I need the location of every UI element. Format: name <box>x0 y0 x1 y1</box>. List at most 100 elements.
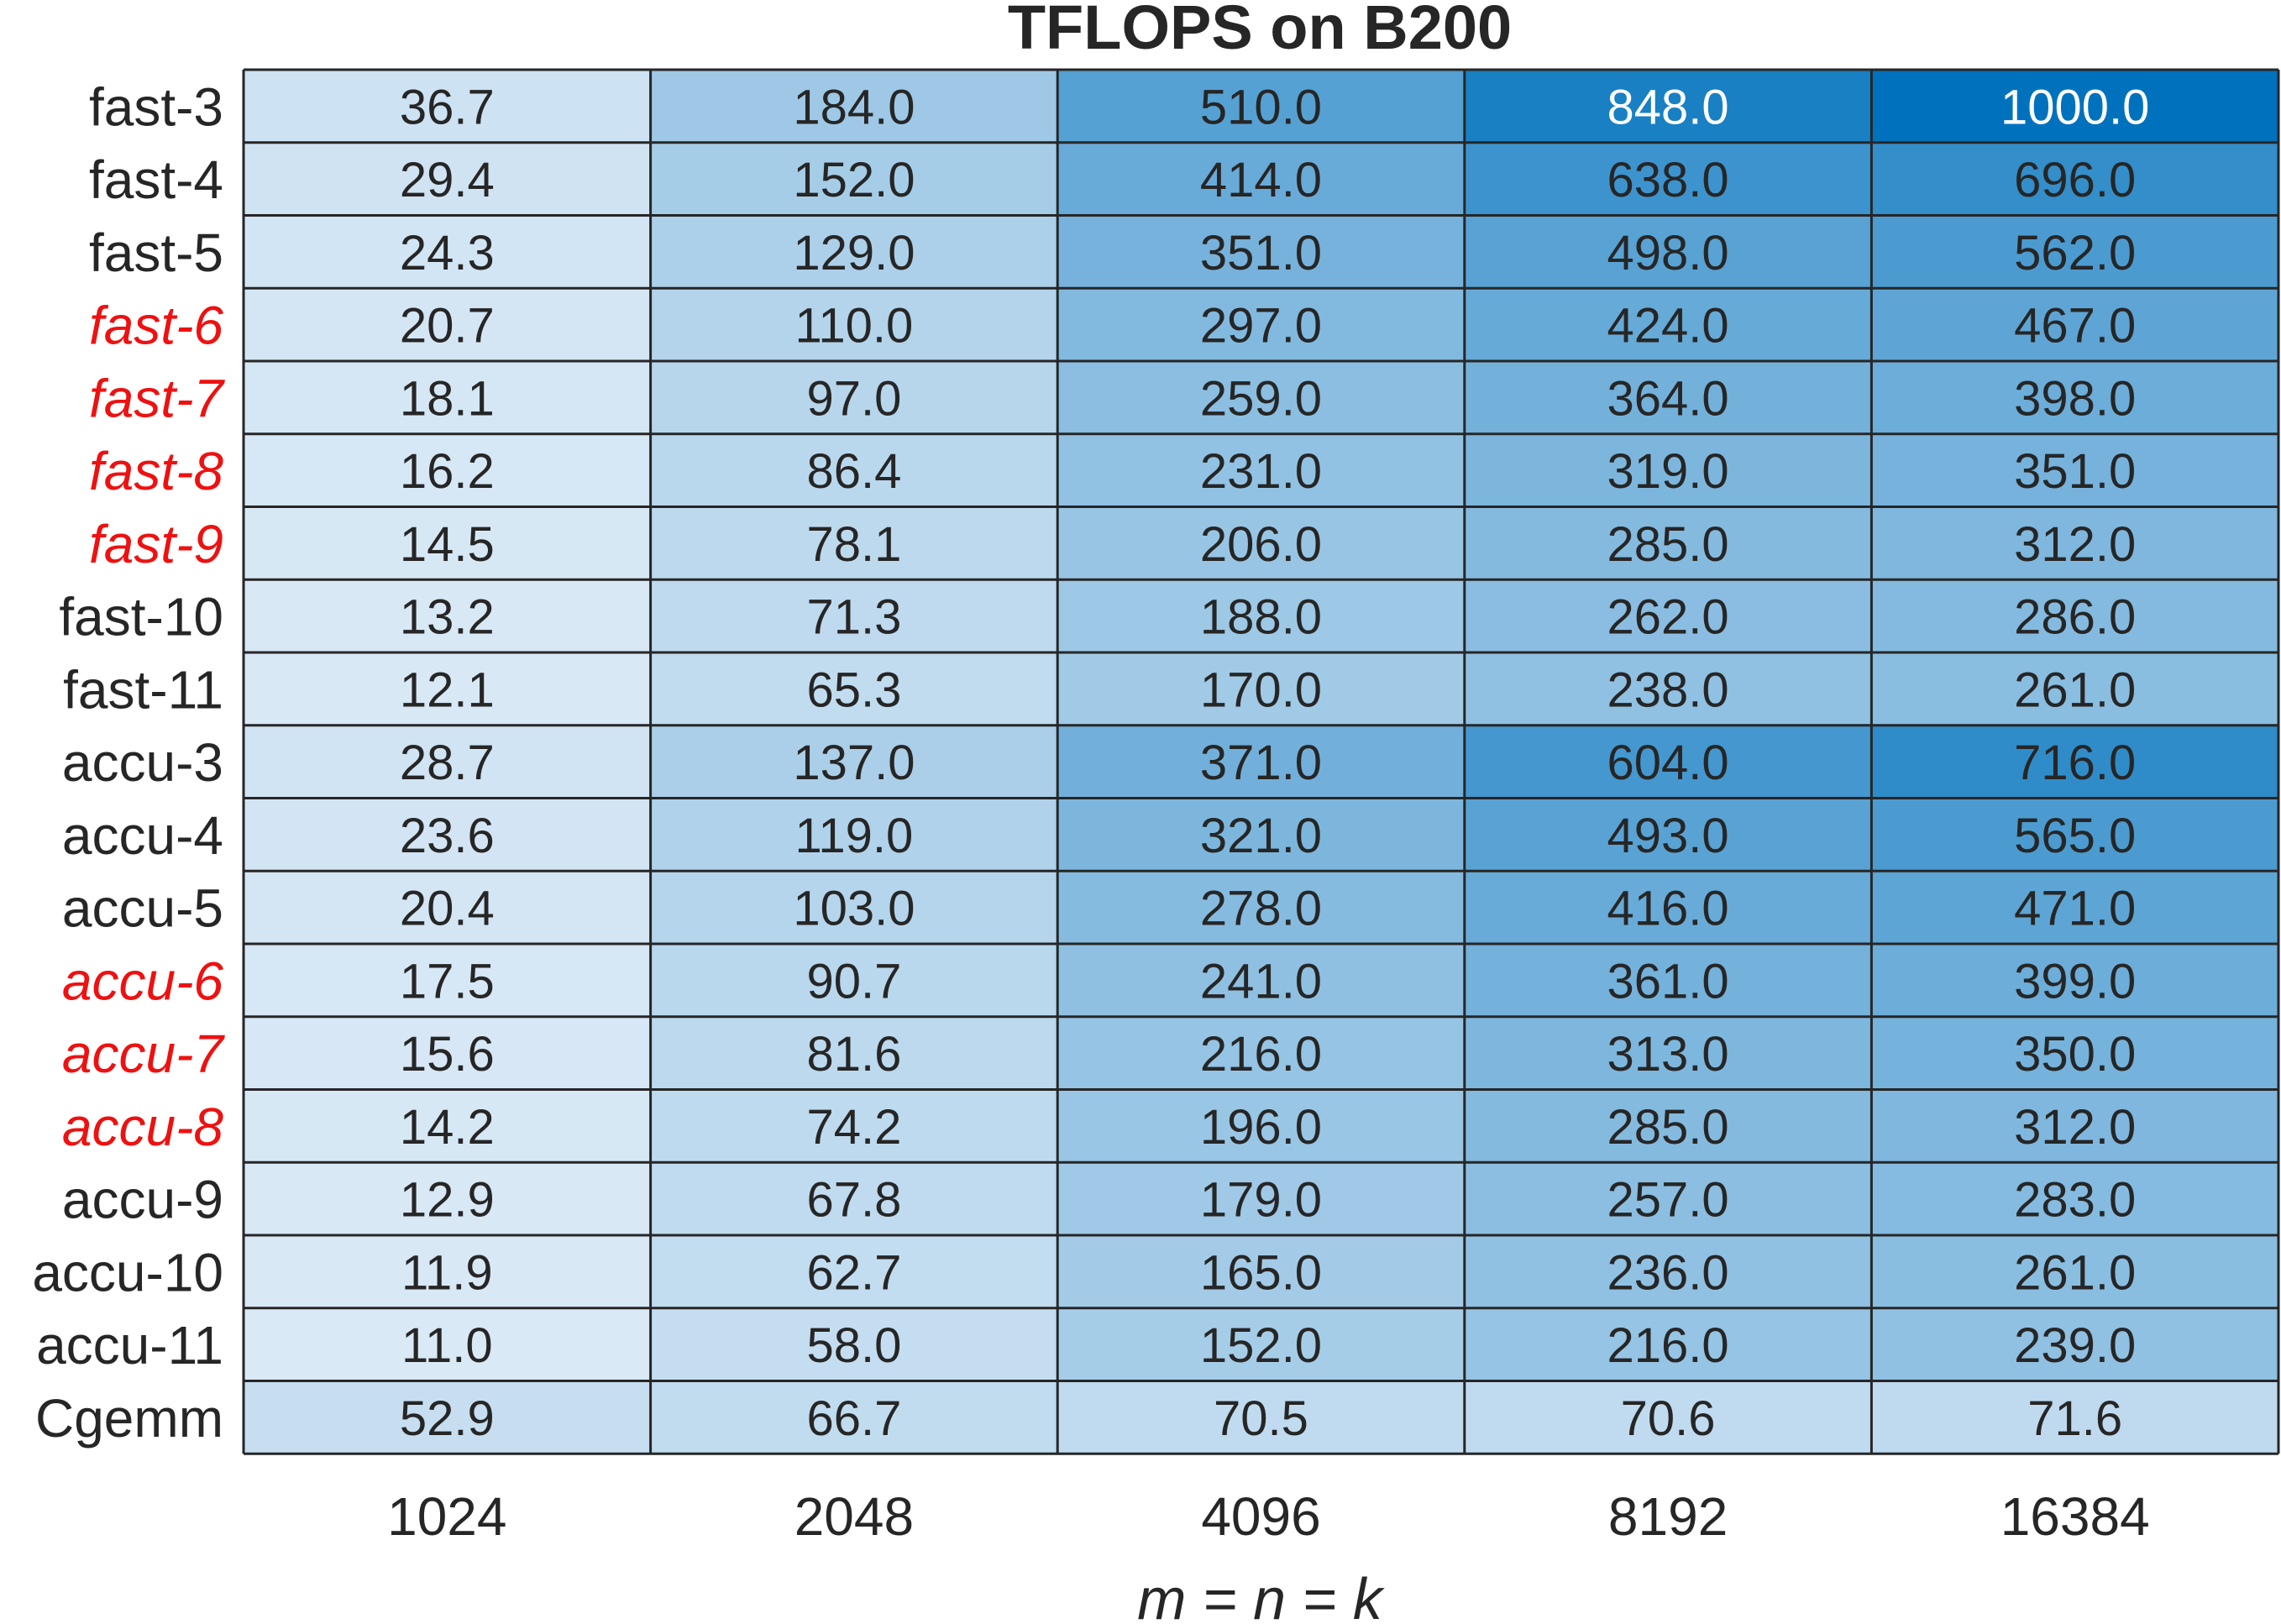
cell-value-label: 16.2 <box>400 444 495 499</box>
cell-value-label: 493.0 <box>1607 809 1729 863</box>
row-label: accu-5 <box>62 878 223 939</box>
heatmap-cell <box>1871 506 2278 580</box>
heatmap-cell <box>650 1380 1058 1454</box>
cell-value-label: 498.0 <box>1607 226 1729 280</box>
heatmap-cell <box>244 288 651 361</box>
cell-value-label: 848.0 <box>1607 80 1729 134</box>
row-label: accu-10 <box>32 1242 223 1302</box>
column-label: 4096 <box>1201 1486 1320 1547</box>
heatmap-cell <box>1057 288 1465 361</box>
cell-value-label: 12.1 <box>400 663 495 717</box>
row-label: accu-6 <box>62 951 224 1011</box>
heatmap-cell <box>650 871 1058 944</box>
cell-value-label: 81.6 <box>806 1027 901 1082</box>
cell-value-label: 638.0 <box>1607 153 1729 207</box>
row-label: fast-4 <box>89 149 223 210</box>
heatmap-cell <box>1464 433 1872 507</box>
heatmap-cell <box>1057 944 1465 1017</box>
heatmap-cell <box>1871 725 2278 799</box>
heatmap-cell <box>1057 142 1465 216</box>
heatmap-cell <box>650 288 1058 361</box>
cell-value-label: 90.7 <box>806 954 901 1008</box>
cell-value-label: 312.0 <box>2014 517 2136 572</box>
heatmap-cell <box>1871 142 2278 216</box>
cell-value-label: 286.0 <box>2014 590 2136 645</box>
heatmap-cell <box>1464 1380 1872 1454</box>
cell-value-label: 184.0 <box>793 80 915 134</box>
cell-value-label: 70.6 <box>1621 1391 1716 1446</box>
row-label: accu-4 <box>62 805 223 866</box>
heatmap-cell <box>1057 1235 1465 1308</box>
chart-title: TFLOPS on B200 <box>1008 0 1512 62</box>
heatmap-cell <box>244 1235 651 1308</box>
heatmap-cell <box>650 944 1058 1017</box>
cell-value-label: 28.7 <box>400 736 495 790</box>
heatmap-cell <box>244 433 651 507</box>
cell-value-label: 471.0 <box>2014 882 2136 936</box>
cell-value-label: 152.0 <box>1200 1318 1322 1373</box>
cell-value-label: 188.0 <box>1200 590 1322 645</box>
heatmap-cell <box>1871 652 2278 726</box>
cell-value-label: 23.6 <box>400 809 495 863</box>
row-label: accu-9 <box>62 1170 223 1230</box>
row-label: fast-8 <box>89 441 223 501</box>
heatmap-cell <box>1057 433 1465 507</box>
cell-value-label: 321.0 <box>1200 809 1322 863</box>
heatmap-cell <box>1871 361 2278 434</box>
cell-value-label: 716.0 <box>2014 736 2136 790</box>
cell-value-label: 24.3 <box>400 226 495 280</box>
cell-value-label: 297.0 <box>1200 299 1322 354</box>
heatmap-cell <box>244 1089 651 1163</box>
heatmap-cell <box>1464 215 1872 289</box>
column-label: 1024 <box>387 1486 506 1547</box>
cell-value-label: 137.0 <box>793 736 915 790</box>
heatmap-cell <box>650 1235 1058 1308</box>
cell-value-label: 261.0 <box>2014 663 2136 717</box>
heatmap-cell <box>1057 1307 1465 1381</box>
heatmap-cell <box>1464 1016 1872 1090</box>
cell-value-label: 62.7 <box>806 1245 901 1300</box>
heatmap-cell <box>1057 1380 1465 1454</box>
heatmap-cell <box>1464 1307 1872 1381</box>
cell-value-label: 11.9 <box>401 1245 493 1300</box>
cell-value-label: 350.0 <box>2014 1027 2136 1082</box>
row-label: accu-7 <box>62 1024 226 1084</box>
cell-value-label: 278.0 <box>1200 882 1322 936</box>
heatmap-cell <box>1464 725 1872 799</box>
heatmap-cell <box>1871 579 2278 652</box>
heatmap-cell <box>1871 798 2278 872</box>
cell-value-label: 696.0 <box>2014 153 2136 207</box>
cell-value-label: 14.5 <box>400 517 495 572</box>
cell-value-label: 565.0 <box>2014 809 2136 863</box>
cell-value-label: 15.6 <box>400 1027 495 1082</box>
heatmap-cell <box>650 70 1058 143</box>
heatmap-cell <box>244 361 651 434</box>
row-label: accu-11 <box>36 1315 223 1375</box>
row-label: Cgemm <box>35 1388 223 1449</box>
heatmap-cell <box>1057 798 1465 872</box>
column-labels: 1024 2048 4096 8192 16384 <box>387 1486 2150 1547</box>
heatmap-cell <box>650 1016 1058 1090</box>
heatmap-cell <box>650 1089 1058 1163</box>
cell-value-label: 319.0 <box>1607 444 1729 499</box>
cell-value-label: 14.2 <box>400 1100 495 1155</box>
heatmap-cell <box>650 579 1058 652</box>
heatmap-cell <box>650 215 1058 289</box>
heatmap-cell <box>244 652 651 726</box>
cell-value-label: 262.0 <box>1607 590 1729 645</box>
heatmap-cell <box>244 1307 651 1381</box>
cell-value-label: 196.0 <box>1200 1100 1322 1155</box>
heatmap-cell <box>1871 1162 2278 1235</box>
row-label: fast-10 <box>59 587 223 647</box>
heatmap-cell <box>1464 1235 1872 1308</box>
cell-value-label: 36.7 <box>400 80 495 134</box>
heatmap-cell <box>1057 1162 1465 1235</box>
cell-value-label: 414.0 <box>1200 153 1322 207</box>
cell-value-label: 604.0 <box>1607 736 1729 790</box>
cell-value-label: 364.0 <box>1607 371 1729 426</box>
heatmap-cell <box>1464 871 1872 944</box>
heatmap-cell <box>1464 506 1872 580</box>
cell-value-label: 29.4 <box>400 153 495 207</box>
heatmap-cell <box>1871 1380 2278 1454</box>
row-label: fast-9 <box>89 514 223 574</box>
